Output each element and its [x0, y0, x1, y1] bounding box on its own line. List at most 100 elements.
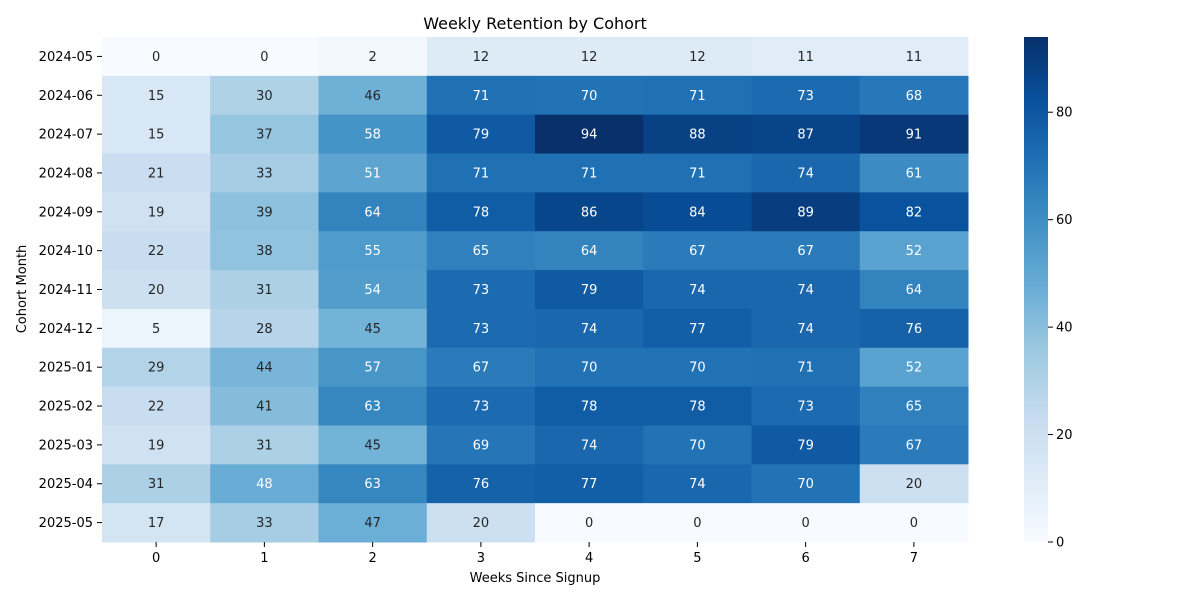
- cell-value-label: 82: [906, 205, 923, 220]
- x-tick-label: 4: [585, 551, 593, 566]
- cell-value-label: 46: [364, 89, 381, 104]
- cell-value-label: 15: [148, 128, 165, 143]
- cell-value-label: 51: [364, 166, 381, 181]
- cell-value-label: 70: [797, 477, 814, 492]
- heatmap-cell: [643, 464, 752, 504]
- colorbar-tick-label: 40: [1056, 321, 1073, 336]
- cell-value-label: 74: [581, 322, 598, 337]
- heatmap-cell: [643, 347, 752, 388]
- heatmap-cell: [318, 270, 428, 310]
- heatmap-cell: [102, 503, 211, 543]
- heatmap-cell: [102, 425, 211, 465]
- heatmap-cell: [751, 386, 861, 426]
- heatmap-cell: [102, 37, 211, 77]
- cell-value-label: 71: [473, 166, 490, 181]
- cell-value-label: 71: [689, 166, 706, 181]
- heatmap-cell: [643, 386, 752, 426]
- cell-value-label: 29: [148, 361, 165, 376]
- heatmap-cell: [535, 114, 644, 155]
- cell-value-label: 47: [364, 516, 381, 531]
- heatmap-cell: [426, 386, 536, 426]
- cell-value-label: 38: [256, 244, 273, 259]
- heatmap-cell: [535, 503, 644, 543]
- cell-value-label: 0: [693, 516, 701, 531]
- heatmap-cell: [210, 75, 319, 116]
- heatmap-cell: [643, 114, 752, 155]
- heatmap-cell: [643, 270, 752, 310]
- cell-value-label: 20: [148, 283, 165, 298]
- y-tick-label: 2024-08: [39, 166, 93, 181]
- cell-value-label: 54: [364, 283, 381, 298]
- heatmap-cell: [859, 464, 969, 504]
- cell-value-label: 30: [256, 89, 273, 104]
- heatmap-cell: [318, 464, 428, 504]
- y-tick-label: 2025-03: [39, 438, 93, 453]
- cell-value-label: 28: [256, 322, 273, 337]
- heatmap-cell: [859, 270, 969, 310]
- heatmap-cell: [426, 231, 536, 271]
- cell-value-label: 94: [581, 128, 598, 143]
- heatmap-cell: [318, 75, 428, 116]
- heatmap-cell: [535, 425, 644, 465]
- heatmap-cell: [751, 231, 861, 271]
- cell-value-label: 0: [260, 50, 268, 65]
- y-tick-label: 2024-09: [39, 205, 93, 220]
- heatmap-cell: [751, 37, 861, 77]
- colorbar-tick-label: 80: [1056, 106, 1073, 121]
- cell-value-label: 65: [473, 244, 490, 259]
- heatmap-cell: [643, 503, 752, 543]
- cell-value-label: 52: [906, 244, 923, 259]
- y-tick-label: 2024-05: [39, 50, 93, 65]
- heatmap-cell: [426, 114, 536, 155]
- cell-value-label: 64: [906, 283, 923, 298]
- heatmap-cell: [318, 386, 428, 426]
- cell-value-label: 74: [797, 166, 814, 181]
- heatmap-cell: [535, 37, 644, 77]
- colorbar-tick-label: 0: [1056, 536, 1064, 551]
- heatmap-cell: [426, 37, 536, 77]
- cell-value-label: 37: [256, 128, 273, 143]
- y-tick-label: 2025-04: [39, 477, 93, 492]
- heatmap-cell: [859, 75, 969, 116]
- cell-value-label: 71: [473, 89, 490, 104]
- heatmap-cell: [535, 75, 644, 116]
- cell-value-label: 70: [689, 438, 706, 453]
- heatmap-cell: [535, 270, 644, 310]
- cell-value-label: 63: [364, 400, 381, 415]
- cell-value-label: 70: [581, 89, 598, 104]
- cell-value-label: 48: [256, 477, 273, 492]
- cell-value-label: 69: [473, 438, 490, 453]
- heatmap-cell: [210, 153, 319, 193]
- heatmap-cell: [751, 75, 861, 116]
- heatmap-cell: [751, 308, 861, 349]
- cell-value-label: 70: [581, 361, 598, 376]
- cell-value-label: 12: [581, 50, 598, 65]
- cell-value-label: 0: [152, 50, 160, 65]
- heatmap-cell: [859, 386, 969, 426]
- heatmap-cell: [426, 192, 536, 232]
- heatmap-cell: [751, 464, 861, 504]
- cell-value-label: 91: [906, 128, 923, 143]
- cell-value-label: 71: [797, 361, 814, 376]
- heatmap-cell: [102, 192, 211, 232]
- x-tick-label: 2: [368, 551, 376, 566]
- cell-value-label: 68: [906, 89, 923, 104]
- cell-value-label: 74: [581, 438, 598, 453]
- cell-value-label: 52: [906, 361, 923, 376]
- heatmap-cell: [318, 231, 428, 271]
- heatmap-cell: [643, 425, 752, 465]
- heatmap-cell: [318, 308, 428, 349]
- colorbar-ticks: 0 20 40 60 80: [1048, 106, 1073, 551]
- cell-value-label: 74: [797, 283, 814, 298]
- y-tick-labels: 2024-05 2024-06 2024-07 2024-08 2024-09 2024-…: [39, 50, 102, 531]
- heatmap-cell: [318, 192, 428, 232]
- cell-value-label: 17: [148, 516, 165, 531]
- colorbar-tick-label: 20: [1056, 428, 1073, 443]
- heatmap-cell: [859, 503, 969, 543]
- x-axis-label: Weeks Since Signup: [470, 571, 601, 586]
- heatmap-cell: [643, 75, 752, 116]
- cell-value-label: 31: [256, 438, 273, 453]
- heatmap-cell: [210, 464, 319, 504]
